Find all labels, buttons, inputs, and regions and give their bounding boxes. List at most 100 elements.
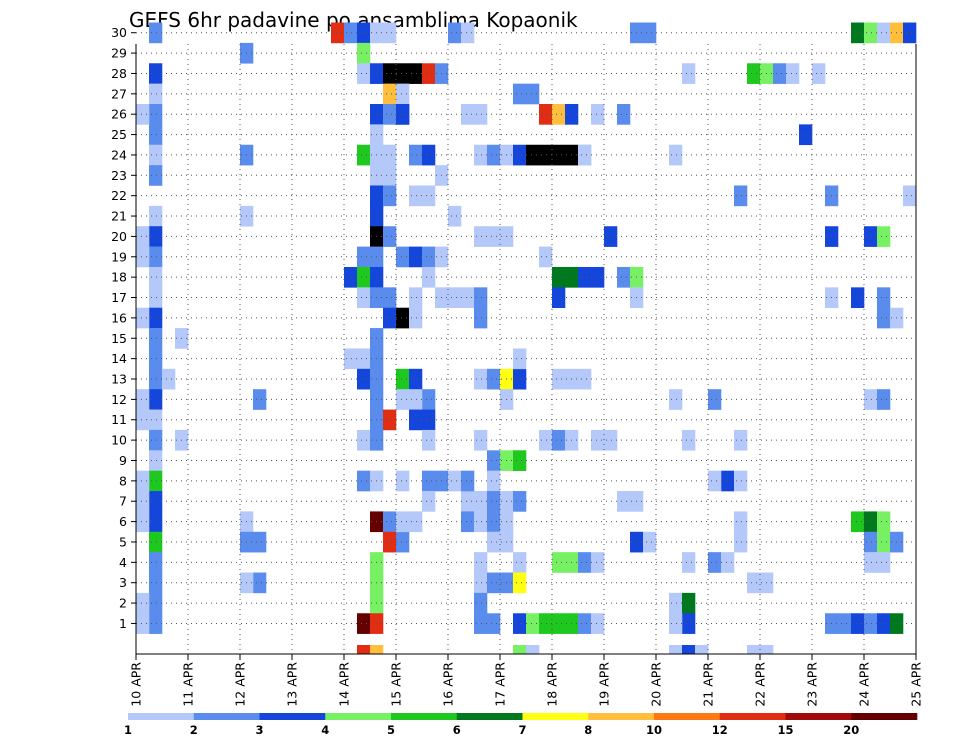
heatmap-cell	[344, 348, 358, 370]
heatmap-cell	[552, 144, 566, 166]
heatmap-cell	[149, 368, 163, 390]
heatmap-cell	[383, 165, 397, 186]
heatmap-cell	[747, 572, 761, 594]
legend-swatch	[654, 713, 721, 720]
heatmap-cell	[669, 389, 683, 410]
heatmap-cell	[422, 63, 436, 84]
heatmap-cell	[422, 266, 436, 288]
y-tick-labels: 1234567891011121314151617181920212223242…	[111, 25, 127, 631]
heatmap-cell	[474, 104, 488, 125]
y-tick-label: 7	[119, 494, 127, 509]
x-tick-label: 15 APR	[389, 662, 404, 707]
heatmap-cell	[578, 368, 592, 390]
heatmap-cell	[149, 266, 163, 288]
axes	[131, 32, 917, 660]
heatmap-cell	[149, 144, 163, 166]
x-tick-label: 11 APR	[181, 662, 196, 707]
heatmap-cell	[682, 63, 696, 84]
legend-swatch	[259, 713, 326, 720]
heatmap-cell	[136, 104, 150, 125]
legend-label: 10	[646, 723, 662, 737]
heatmap-cell	[149, 22, 163, 44]
heatmap-cell	[396, 307, 410, 329]
heatmap-cell	[734, 531, 748, 553]
heatmap-cell	[357, 348, 371, 370]
heatmap-cell	[396, 83, 410, 105]
heatmap-cell	[487, 470, 501, 492]
heatmap-cell	[474, 613, 488, 634]
heatmap-cell	[682, 552, 696, 573]
heatmap-cell	[136, 226, 150, 247]
heatmap-cell	[734, 470, 748, 492]
heatmap-cell	[513, 613, 527, 634]
heatmap-cell	[149, 287, 163, 309]
heatmap-cell	[864, 552, 878, 573]
heatmap-cell	[682, 429, 696, 451]
legend-label: 15	[777, 723, 793, 737]
legend-swatch	[456, 713, 523, 720]
heatmap-cell	[396, 246, 410, 268]
heatmap-cell	[669, 645, 683, 655]
heatmap-cell	[461, 22, 475, 44]
heatmap-cell	[487, 613, 501, 634]
y-tick-label: 15	[111, 331, 127, 346]
heatmap-cell	[682, 613, 696, 634]
heatmap-cell	[552, 266, 566, 288]
heatmap-cell	[513, 552, 527, 573]
heatmap-cell	[136, 613, 150, 634]
heatmap-cell	[773, 63, 787, 84]
y-tick-label: 5	[119, 534, 127, 549]
heatmap-cell	[149, 613, 163, 634]
legend-label: 3	[255, 723, 263, 737]
heatmap-cell	[461, 287, 475, 309]
heatmap-cell	[383, 307, 397, 329]
heatmap-cell	[578, 613, 592, 634]
heatmap-cell	[149, 409, 163, 431]
heatmap-cell	[448, 205, 462, 227]
x-tick-label: 16 APR	[441, 662, 456, 707]
heatmap-cell	[487, 491, 501, 512]
grid-lines	[136, 32, 916, 654]
heatmap-cell	[552, 104, 566, 125]
heatmap-cell	[539, 246, 553, 268]
heatmap-cell	[643, 531, 657, 553]
y-tick-label: 29	[111, 46, 127, 61]
heatmap-cell	[513, 144, 527, 166]
heatmap-cell	[669, 613, 683, 634]
x-tick-labels: 10 APR 11 APR 12 APR 13 APR 14 APR 15 APR 16 A…	[129, 662, 924, 707]
heatmap-cell	[331, 22, 345, 44]
heatmap-cell	[136, 389, 150, 410]
heatmap-cell	[604, 226, 618, 247]
heatmap-cell	[552, 552, 566, 573]
heatmap-cell	[487, 368, 501, 390]
x-tick-label: 19 APR	[597, 662, 612, 707]
heatmap-cell	[812, 63, 826, 84]
heatmap-cell	[851, 22, 865, 44]
heatmap-cell	[136, 511, 150, 533]
y-tick-label: 24	[111, 147, 127, 162]
heatmap-cell	[448, 470, 462, 492]
heatmap-cell	[734, 429, 748, 451]
legend-swatch	[719, 713, 786, 720]
heatmap-cell	[474, 572, 488, 594]
heatmap-cell	[487, 531, 501, 553]
heatmap-cell	[149, 307, 163, 329]
heatmap-cell	[409, 185, 423, 207]
heatmap-cell	[149, 348, 163, 370]
heatmap-cells	[136, 22, 917, 655]
heatmap-cell	[474, 491, 488, 512]
y-tick-label: 14	[111, 351, 127, 366]
heatmap-cell	[864, 613, 878, 634]
y-tick-label: 25	[111, 127, 127, 142]
heatmap-cell	[344, 266, 358, 288]
heatmap-cell	[149, 389, 163, 410]
legend-label: 20	[843, 723, 859, 737]
heatmap-cell	[409, 511, 423, 533]
y-tick-label: 8	[119, 473, 127, 488]
heatmap-cell	[539, 429, 553, 451]
heatmap-cell	[383, 226, 397, 247]
legend-label: 5	[387, 723, 395, 737]
heatmap-cell	[448, 22, 462, 44]
heatmap-cell	[760, 645, 774, 655]
heatmap-cell	[604, 429, 618, 451]
